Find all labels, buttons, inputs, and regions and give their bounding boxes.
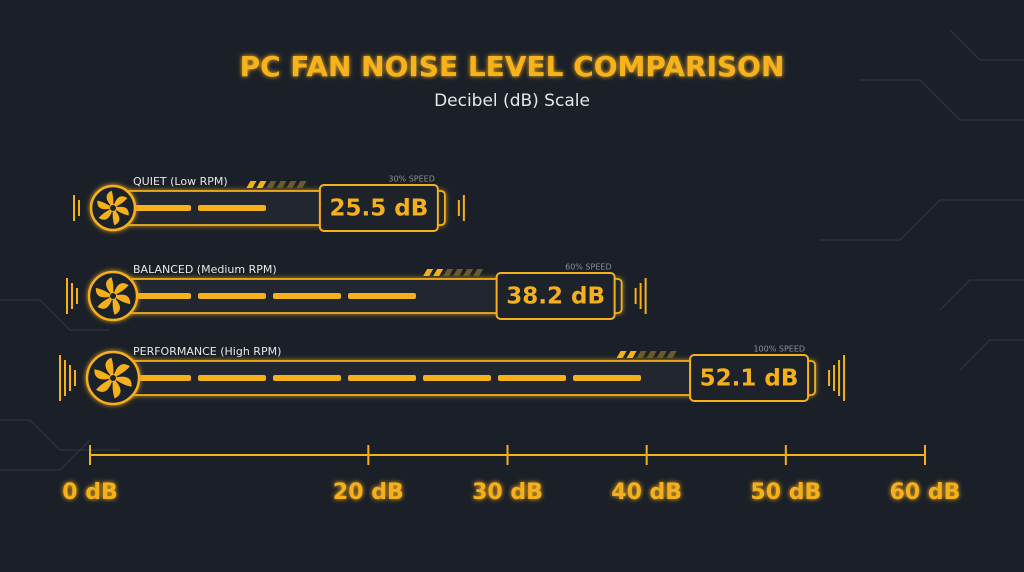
speed-stripe — [626, 351, 637, 358]
bar-segment — [198, 375, 266, 381]
chart-title: PC FAN NOISE LEVEL COMPARISON — [240, 50, 785, 83]
speed-stripe — [276, 181, 287, 188]
bar-segment — [198, 293, 266, 299]
fan-blade — [106, 190, 114, 208]
fan-blade — [95, 287, 113, 298]
bar-segment — [348, 375, 416, 381]
x-tick-label: 60 dB — [890, 480, 961, 505]
x-tick-label: 30 dB — [472, 480, 543, 505]
fan-blade — [113, 376, 132, 387]
speed-stripe — [286, 181, 297, 188]
bar-segment — [573, 375, 641, 381]
speed-stripe — [636, 351, 647, 358]
speed-label: 100% SPEED — [753, 345, 805, 354]
fan-blade — [113, 294, 131, 305]
category-label: PERFORMANCE (High RPM) — [133, 345, 281, 358]
bar-segment — [273, 293, 341, 299]
fan-blade — [113, 196, 128, 208]
bar-segment — [423, 375, 491, 381]
fan-blade — [112, 296, 120, 315]
x-tick-label: 20 dB — [333, 480, 404, 505]
x-tick-label: 40 dB — [611, 480, 682, 505]
speed-stripe — [666, 351, 677, 358]
fan-blade — [113, 283, 129, 296]
speed-stripe — [443, 269, 454, 276]
fan-hub — [109, 374, 117, 382]
bar-segment — [123, 293, 191, 299]
bar-segment — [498, 375, 566, 381]
speed-stripe — [266, 181, 277, 188]
speed-stripe — [656, 351, 667, 358]
value-label: 38.2 dB — [506, 284, 605, 310]
value-box — [689, 354, 810, 402]
fan-blade — [97, 296, 113, 309]
fan-blade — [105, 357, 114, 378]
x-tick-label: 50 dB — [750, 480, 821, 505]
speed-stripe — [616, 351, 627, 358]
fan-blade — [112, 364, 130, 378]
value-label: 52.1 dB — [700, 366, 799, 392]
speed-stripe — [423, 269, 434, 276]
x-tick-label: 0 dB — [62, 480, 117, 505]
speed-label: 30% SPEED — [388, 175, 435, 184]
fan-blade — [96, 378, 114, 392]
speed-stripe — [453, 269, 464, 276]
fan-blade — [97, 200, 113, 210]
bar-segment — [198, 205, 266, 211]
fan-blade — [106, 277, 114, 296]
fan-blade — [113, 206, 129, 216]
speed-stripe — [646, 351, 657, 358]
speed-stripe — [433, 269, 444, 276]
category-label: BALANCED (Medium RPM) — [133, 263, 277, 276]
category-label: QUIET (Low RPM) — [133, 175, 228, 188]
bar-segment — [123, 205, 191, 211]
speed-stripe — [473, 269, 484, 276]
value-box — [495, 272, 616, 320]
fan-hub — [109, 204, 117, 212]
speed-stripe — [246, 181, 257, 188]
fan-blade — [94, 369, 113, 380]
fan-blade — [112, 208, 120, 226]
speed-stripe — [256, 181, 267, 188]
circuit-decor — [0, 29, 1024, 471]
chart-subtitle: Decibel (dB) Scale — [434, 91, 590, 111]
speed-stripe — [296, 181, 307, 188]
value-label: 25.5 dB — [330, 196, 429, 222]
bar-segment — [348, 293, 416, 299]
fan-blade — [98, 208, 113, 220]
speed-stripe — [463, 269, 474, 276]
value-box — [318, 184, 439, 232]
fan-blade — [112, 378, 121, 399]
bar-segment — [273, 375, 341, 381]
speed-label: 60% SPEED — [565, 263, 612, 272]
fan-hub — [109, 292, 117, 300]
